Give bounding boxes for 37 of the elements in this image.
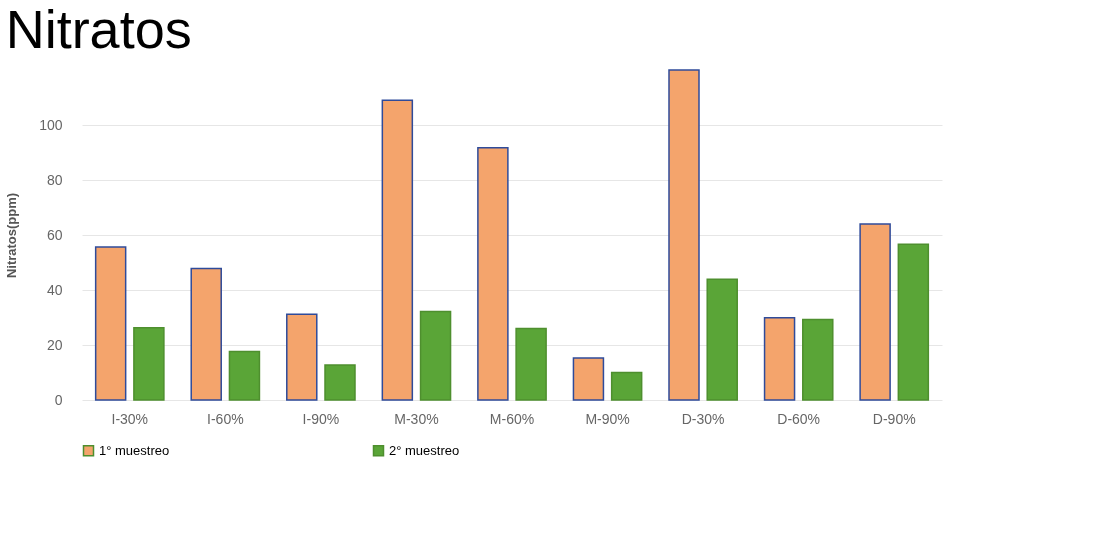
- y-tick-label: 100: [39, 116, 63, 133]
- y-tick-label: 60: [46, 226, 63, 243]
- y-tick-label: 40: [46, 281, 63, 298]
- y-tick-label: 80: [46, 171, 63, 188]
- y-axis-title: Nitratos(ppm): [4, 192, 20, 279]
- bar: [228, 350, 261, 401]
- legend-label: 2° muestreo: [389, 442, 460, 458]
- bar: [610, 371, 643, 401]
- bar: [133, 326, 165, 401]
- x-tick-label: I-30%: [111, 410, 149, 427]
- x-tick-label: M-30%: [394, 410, 439, 427]
- bar: [802, 318, 834, 401]
- x-tick-label: M-60%: [489, 410, 535, 427]
- bar: [897, 243, 930, 401]
- bar: [477, 147, 509, 401]
- y-tick-label: 20: [46, 336, 63, 353]
- x-tick-label: D-60%: [777, 410, 821, 427]
- x-tick-label: D-30%: [681, 410, 725, 427]
- bar: [859, 223, 891, 401]
- bar: [324, 364, 356, 401]
- x-tick-label: M-90%: [585, 410, 630, 427]
- bar: [706, 278, 738, 401]
- bar: [572, 357, 605, 401]
- legend-label: 1° muestreo: [99, 442, 170, 458]
- bar: [286, 313, 318, 401]
- bar: [668, 69, 700, 401]
- bar: [190, 267, 222, 401]
- bar: [763, 317, 796, 401]
- y-tick-label: 0: [54, 391, 63, 408]
- x-tick-label: I-90%: [302, 410, 340, 427]
- chart-title: Nitratos: [5, 0, 192, 60]
- bar: [381, 99, 414, 401]
- bar: [419, 310, 452, 401]
- bar: [515, 327, 547, 401]
- bar: [94, 246, 127, 401]
- x-tick-label: D-90%: [872, 410, 916, 427]
- x-tick-label: I-60%: [207, 410, 244, 427]
